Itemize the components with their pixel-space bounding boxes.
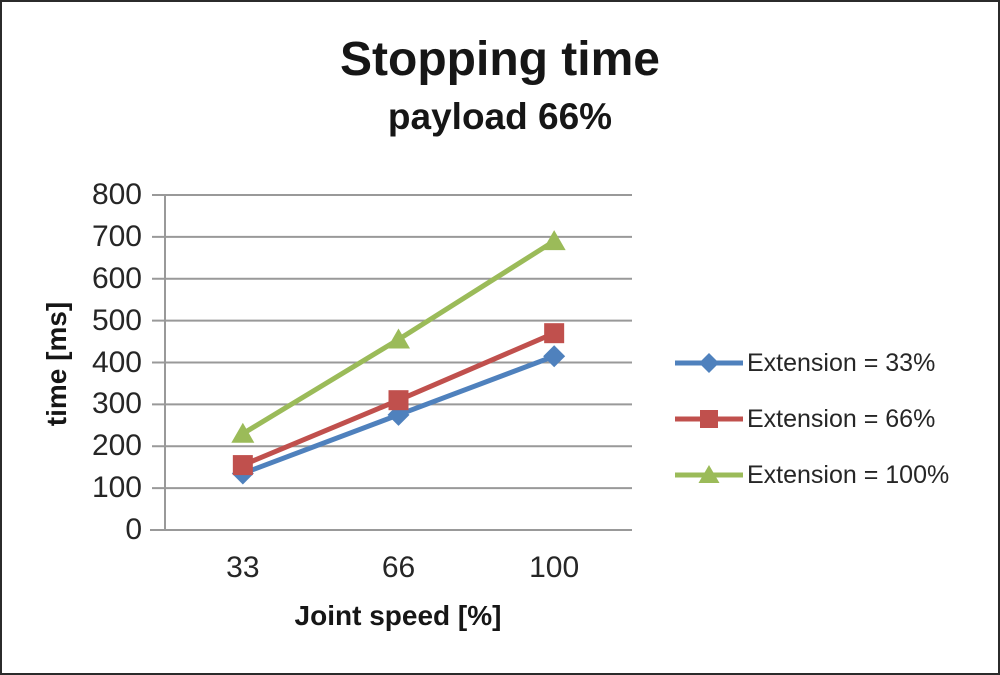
y-tick-label: 500 — [91, 303, 142, 337]
x-tick-label: 66 — [381, 551, 416, 584]
y-tick-label: 100 — [91, 471, 142, 505]
y-tick-label: 200 — [91, 429, 142, 463]
data-point-marker-triangle — [231, 422, 255, 443]
data-point-marker-triangle — [387, 328, 410, 349]
legend-marker-triangle — [698, 465, 720, 483]
data-point-marker-square — [232, 455, 253, 476]
legend-item-1: Extension = 66% — [674, 391, 949, 447]
legend-item-0: Extension = 33% — [674, 335, 949, 391]
legend-label: Extension = 66% — [747, 404, 936, 433]
y-tick-label: 700 — [91, 219, 142, 253]
legend: Extension = 33% Extension = 66% Extension … — [674, 335, 949, 503]
chart-title: Stopping time — [340, 33, 660, 86]
data-point-marker-square — [388, 390, 409, 411]
y-tick-label: 800 — [91, 178, 142, 211]
x-tick-label: 33 — [226, 551, 260, 584]
legend-label: Extension = 100% — [747, 460, 950, 489]
chart-subtitle: payload 66% — [387, 96, 613, 137]
legend-label: Extension = 33% — [747, 348, 936, 377]
legend-marker-square — [700, 410, 718, 428]
y-tick-label: 400 — [91, 345, 142, 379]
data-point-marker-triangle — [542, 230, 566, 251]
y-tick-label: 300 — [91, 387, 142, 421]
legend-square-marker-icon — [675, 410, 743, 428]
data-point-marker-square — [544, 323, 565, 344]
legend-triangle-marker-icon — [675, 465, 743, 483]
y-tick-label: 600 — [91, 261, 142, 295]
x-axis-title: Joint speed [%] — [294, 600, 502, 631]
y-tick-label: 0 — [125, 513, 142, 546]
x-tick-label: 100 — [529, 551, 580, 584]
legend-diamond-marker-icon — [675, 353, 743, 373]
data-point-marker-diamond — [543, 345, 566, 368]
legend-item-2: Extension = 100% — [674, 447, 949, 503]
legend-marker-diamond — [699, 353, 719, 373]
